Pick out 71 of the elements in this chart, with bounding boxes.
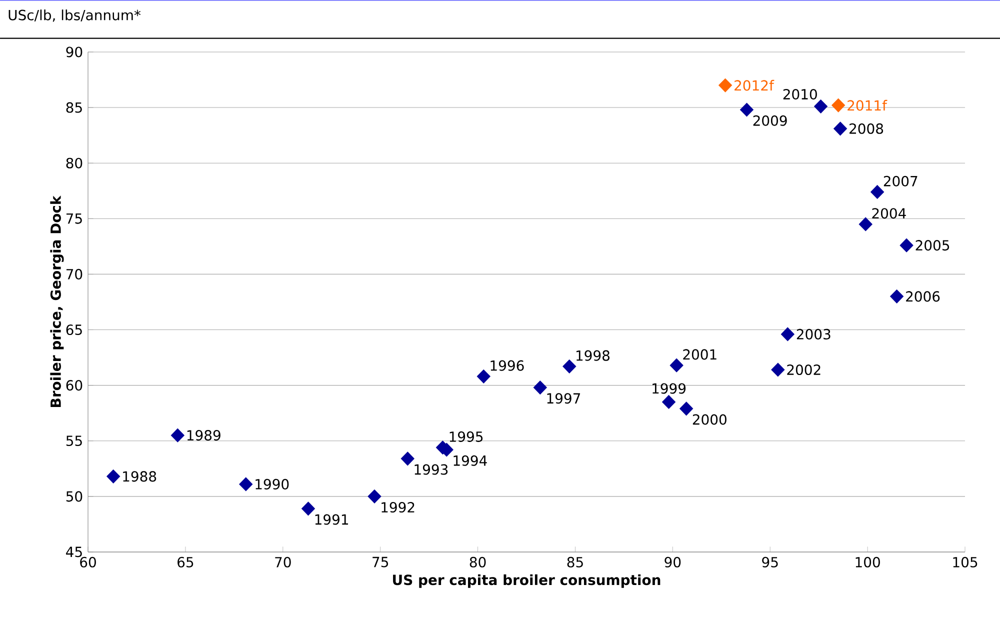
y-tick-label: 80 bbox=[66, 158, 82, 168]
x-tick-label: 70 bbox=[275, 556, 291, 568]
annotation: 2007 bbox=[884, 176, 918, 186]
annotation: 1996 bbox=[490, 360, 524, 371]
point bbox=[239, 477, 253, 492]
point bbox=[476, 369, 490, 384]
annotation: 1994 bbox=[454, 455, 487, 466]
y-tick-label: 50 bbox=[66, 491, 82, 502]
point bbox=[858, 217, 872, 232]
y-tick-label: 75 bbox=[66, 213, 82, 224]
annotation: 2000 bbox=[692, 414, 726, 425]
annotation: 2009 bbox=[753, 115, 787, 126]
point bbox=[662, 395, 676, 409]
annotation: 2008 bbox=[850, 123, 884, 134]
annotation: 2004 bbox=[872, 208, 906, 219]
annotation: 1989 bbox=[187, 430, 220, 441]
y-tick-label: 85 bbox=[66, 102, 82, 113]
point bbox=[170, 428, 184, 442]
annotation: 1988 bbox=[123, 471, 156, 482]
annotation: 2005 bbox=[916, 240, 950, 251]
annotation: 1990 bbox=[256, 478, 289, 490]
annotation: 1999 bbox=[652, 383, 686, 394]
annotation: 1997 bbox=[547, 393, 580, 404]
annotation: 1993 bbox=[414, 464, 448, 475]
point bbox=[771, 362, 785, 377]
point bbox=[670, 358, 684, 372]
annotation: 2002 bbox=[787, 364, 820, 376]
annotation: 2003 bbox=[796, 328, 830, 340]
y-tick-label: 55 bbox=[66, 436, 82, 446]
y-tick-label: 45 bbox=[66, 546, 82, 558]
annotation: 1992 bbox=[382, 502, 414, 513]
annotation: 1995 bbox=[450, 431, 483, 442]
x-tick-label: 65 bbox=[178, 556, 194, 568]
point bbox=[834, 122, 848, 136]
point bbox=[814, 99, 828, 114]
point bbox=[400, 452, 414, 466]
y-tick-label: 70 bbox=[66, 268, 82, 280]
x-tick-label: 90 bbox=[664, 556, 681, 568]
x-tick-label: 60 bbox=[80, 556, 96, 568]
y-tick-label: 60 bbox=[66, 380, 82, 391]
point bbox=[900, 238, 914, 252]
point bbox=[718, 78, 732, 92]
point bbox=[832, 98, 846, 112]
x-tick-label: 75 bbox=[372, 556, 388, 568]
point bbox=[680, 402, 694, 416]
point bbox=[870, 185, 884, 199]
point bbox=[740, 102, 754, 117]
annotation: 2001 bbox=[683, 349, 716, 360]
annotation: 2010 bbox=[783, 88, 817, 100]
point bbox=[368, 489, 382, 504]
annotation: 2012f bbox=[734, 80, 774, 91]
point bbox=[533, 380, 547, 394]
point bbox=[562, 359, 576, 374]
y-tick-label: 65 bbox=[66, 324, 82, 336]
point bbox=[890, 289, 904, 304]
annotation: 1991 bbox=[315, 514, 348, 525]
y-tick-label: 90 bbox=[66, 46, 82, 58]
point bbox=[301, 502, 315, 516]
chart-title: USc/lb, lbs/annum* bbox=[8, 10, 141, 22]
annotation: 1998 bbox=[576, 350, 610, 361]
x-tick-label: 105 bbox=[953, 556, 978, 568]
x-tick-label: 100 bbox=[856, 556, 880, 568]
x-axis-title: US per capita broiler consumption bbox=[393, 574, 660, 588]
y-axis-title: Broiler price, Georgia Dock bbox=[50, 195, 64, 407]
point bbox=[780, 327, 794, 342]
annotation: 2006 bbox=[906, 291, 940, 302]
annotation: 2011f bbox=[848, 100, 888, 111]
x-tick-label: 80 bbox=[470, 556, 486, 568]
point bbox=[106, 469, 120, 484]
x-tick-label: 95 bbox=[762, 556, 778, 568]
x-tick-label: 85 bbox=[567, 556, 583, 568]
